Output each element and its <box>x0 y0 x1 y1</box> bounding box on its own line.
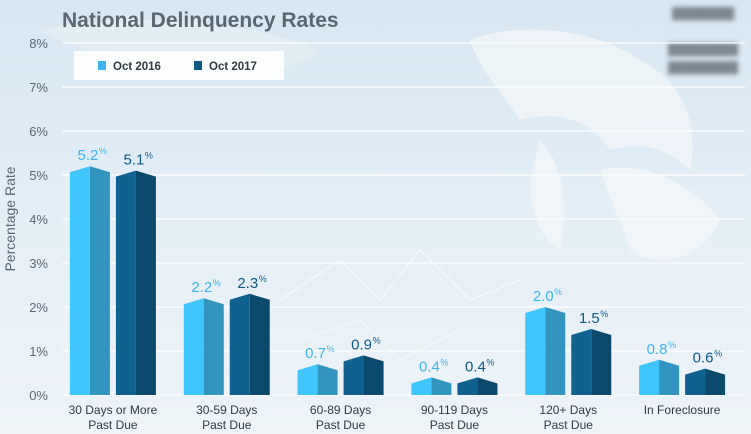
bar <box>477 377 498 395</box>
data-label-unit: % <box>714 349 722 359</box>
x-tick-label: 120+ Days <box>539 403 597 417</box>
data-label: 0.6 <box>693 350 714 367</box>
data-label: 2.0 <box>533 288 554 305</box>
data-label-unit: % <box>99 146 107 156</box>
data-label: 0.7 <box>305 345 326 362</box>
x-tick-label: Past Due <box>430 418 480 432</box>
x-tick-label: 90-119 Days <box>421 403 488 417</box>
legend-label: Oct 2016 <box>113 61 161 73</box>
data-label: 2.2 <box>191 279 212 296</box>
data-label: 2.3 <box>237 275 258 292</box>
y-tick-label: 5% <box>29 168 48 183</box>
y-tick-label: 0% <box>29 388 48 403</box>
y-tick-label: 8% <box>29 36 48 51</box>
obscured-text: █████████ <box>668 44 739 56</box>
data-label: 1.5 <box>579 310 600 327</box>
x-tick-label: 30 Days or More <box>69 403 158 417</box>
bar <box>89 166 110 395</box>
bar <box>249 293 270 395</box>
data-label-unit: % <box>373 335 381 345</box>
y-axis-label: Percentage Rate <box>2 166 18 271</box>
bar <box>297 364 318 395</box>
obscured-text: █████████ <box>668 62 739 74</box>
x-tick-label: In Foreclosure <box>644 403 721 417</box>
chart-title: National Delinquency Rates <box>62 9 339 32</box>
data-label-unit: % <box>486 357 494 367</box>
x-tick-label: Past Due <box>202 418 252 432</box>
bar <box>363 355 384 395</box>
data-label: 0.4 <box>465 358 486 375</box>
data-label-unit: % <box>259 274 267 284</box>
legend-swatch <box>98 61 106 70</box>
obscured-text: ████████ <box>672 8 735 20</box>
data-label-unit: % <box>327 344 335 354</box>
bar <box>545 307 566 395</box>
bar <box>69 166 90 395</box>
bar <box>457 377 478 395</box>
y-tick-label: 4% <box>29 212 48 227</box>
bar <box>115 170 136 395</box>
data-label: 0.4 <box>419 358 440 375</box>
bar <box>431 377 452 395</box>
bar <box>203 298 224 395</box>
bar <box>343 355 364 395</box>
data-label: 5.2 <box>77 147 98 164</box>
data-label-unit: % <box>440 357 448 367</box>
bar <box>135 170 156 395</box>
bar <box>705 368 726 395</box>
bar <box>183 298 204 395</box>
data-label: 0.8 <box>647 341 668 358</box>
data-label-unit: % <box>145 151 153 161</box>
y-tick-label: 6% <box>29 124 48 139</box>
x-tick-label: Past Due <box>88 418 138 432</box>
bar <box>685 368 706 395</box>
legend <box>74 51 284 80</box>
data-label: 5.1 <box>123 152 144 169</box>
data-label-unit: % <box>213 278 221 288</box>
bar <box>411 377 432 395</box>
bar <box>659 359 680 395</box>
bar <box>639 359 660 395</box>
y-tick-label: 7% <box>29 80 48 95</box>
y-tick-label: 3% <box>29 256 48 271</box>
x-tick-label: 30-59 Days <box>196 403 257 417</box>
data-label-unit: % <box>668 340 676 350</box>
data-label-unit: % <box>600 309 608 319</box>
y-tick-label: 1% <box>29 344 48 359</box>
bar <box>571 329 592 395</box>
bar <box>229 293 250 395</box>
x-tick-label: Past Due <box>544 418 594 432</box>
data-label-unit: % <box>554 287 562 297</box>
data-label: 0.9 <box>351 336 372 353</box>
legend-label: Oct 2017 <box>209 61 257 73</box>
legend-swatch <box>194 61 202 70</box>
x-tick-label: 60-89 Days <box>310 403 371 417</box>
y-tick-label: 2% <box>29 300 48 315</box>
bar <box>591 329 612 395</box>
bar <box>525 307 546 395</box>
bar <box>317 364 338 395</box>
x-tick-label: Past Due <box>316 418 366 432</box>
